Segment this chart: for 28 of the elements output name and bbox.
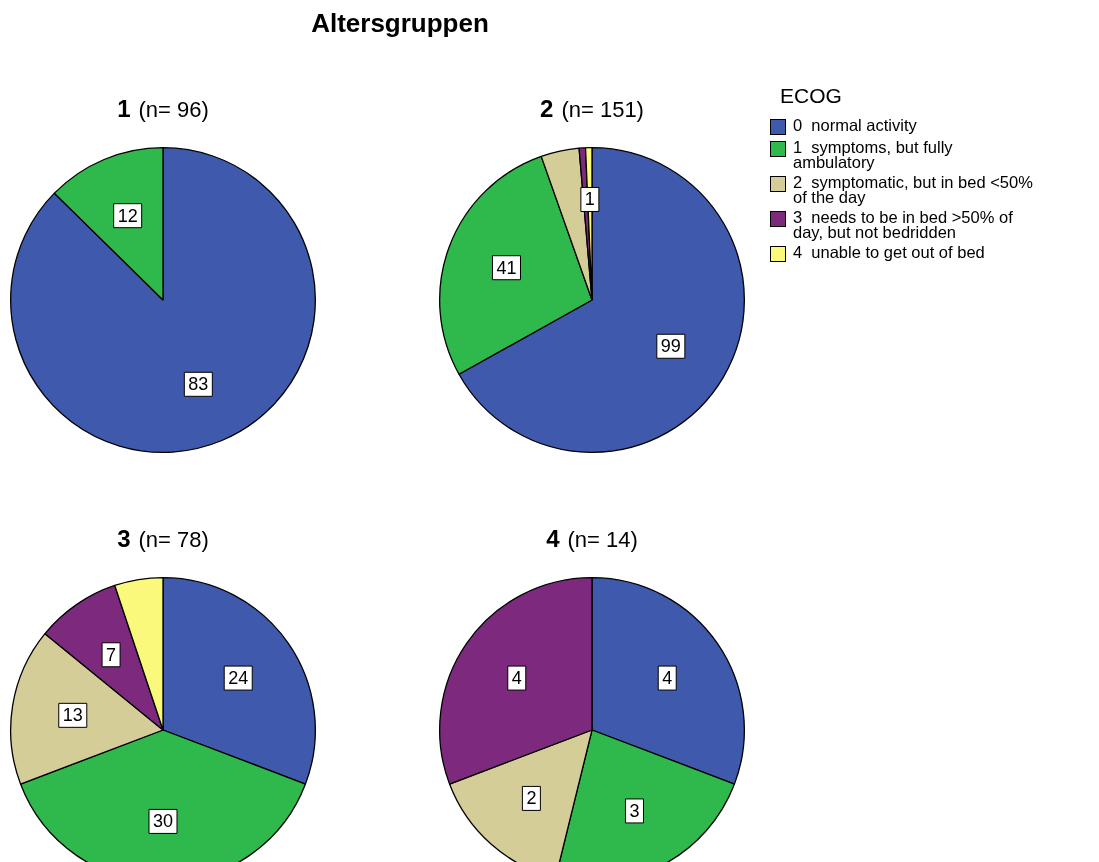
data-label: 13	[62, 705, 83, 726]
chart-subtitle: (n= 14)	[567, 527, 638, 552]
data-label: 4	[662, 668, 673, 689]
data-label: 99	[660, 336, 681, 357]
chart-title: 3	[117, 525, 131, 552]
data-label: 41	[496, 257, 517, 278]
chart-title: 2	[540, 95, 554, 122]
data-label: 24	[228, 668, 249, 689]
legend-label: 0 normal activity	[793, 116, 917, 134]
data-label: 12	[117, 205, 138, 226]
chart-subtitle: (n= 78)	[138, 527, 209, 552]
chart-title: 4	[546, 525, 560, 552]
chart-subtitle: (n= 96)	[138, 97, 209, 122]
legend-label: 4 unable to get out of bed	[793, 243, 985, 261]
data-label: 4	[511, 668, 522, 689]
data-label: 83	[188, 374, 209, 395]
data-label: 3	[629, 800, 640, 821]
chart-title: 1	[117, 95, 131, 122]
data-label: 30	[152, 811, 174, 832]
legend-title: ECOG	[780, 84, 843, 108]
legend-label: 3 needs to be in bed >50% of day, but not bedridden	[793, 208, 1014, 241]
data-label: 7	[106, 644, 117, 665]
chart-subtitle: (n= 151)	[561, 97, 644, 122]
text: Altersgruppen	[310, 8, 490, 39]
data-label: 2	[526, 788, 537, 809]
legend-label: 1 symptoms, but fully ambulatory	[793, 138, 954, 171]
legend-label: 2 symptomatic, but in bed <50% of the day	[793, 173, 1033, 206]
data-label: 1	[584, 189, 595, 210]
